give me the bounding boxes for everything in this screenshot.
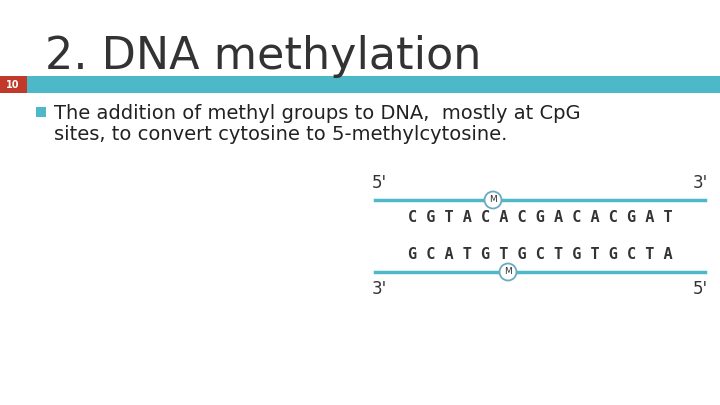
Bar [36, 107, 46, 117]
Text: sites, to convert cytosine to 5-methylcytosine.: sites, to convert cytosine to 5-methylcy… [54, 125, 508, 144]
Text: 10: 10 [6, 79, 19, 90]
Circle shape [500, 264, 516, 281]
Text: M: M [504, 267, 512, 277]
Text: 2. DNA methylation: 2. DNA methylation [45, 35, 482, 78]
Text: M: M [489, 196, 497, 205]
Text: 3': 3' [693, 174, 708, 192]
Text: 3': 3' [372, 280, 387, 298]
Text: G C A T G T G C T G T G C T A: G C A T G T G C T G T G C T A [408, 247, 672, 262]
Text: C G T A C A C G A C A C G A T: C G T A C A C G A C A C G A T [408, 210, 672, 225]
Bar [0, 76, 27, 93]
Circle shape [485, 192, 502, 209]
Text: 5': 5' [693, 280, 708, 298]
Text: The addition of methyl groups to DNA,  mostly at CpG: The addition of methyl groups to DNA, mo… [54, 104, 580, 123]
Bar [0, 76, 720, 93]
Text: 5': 5' [372, 174, 387, 192]
